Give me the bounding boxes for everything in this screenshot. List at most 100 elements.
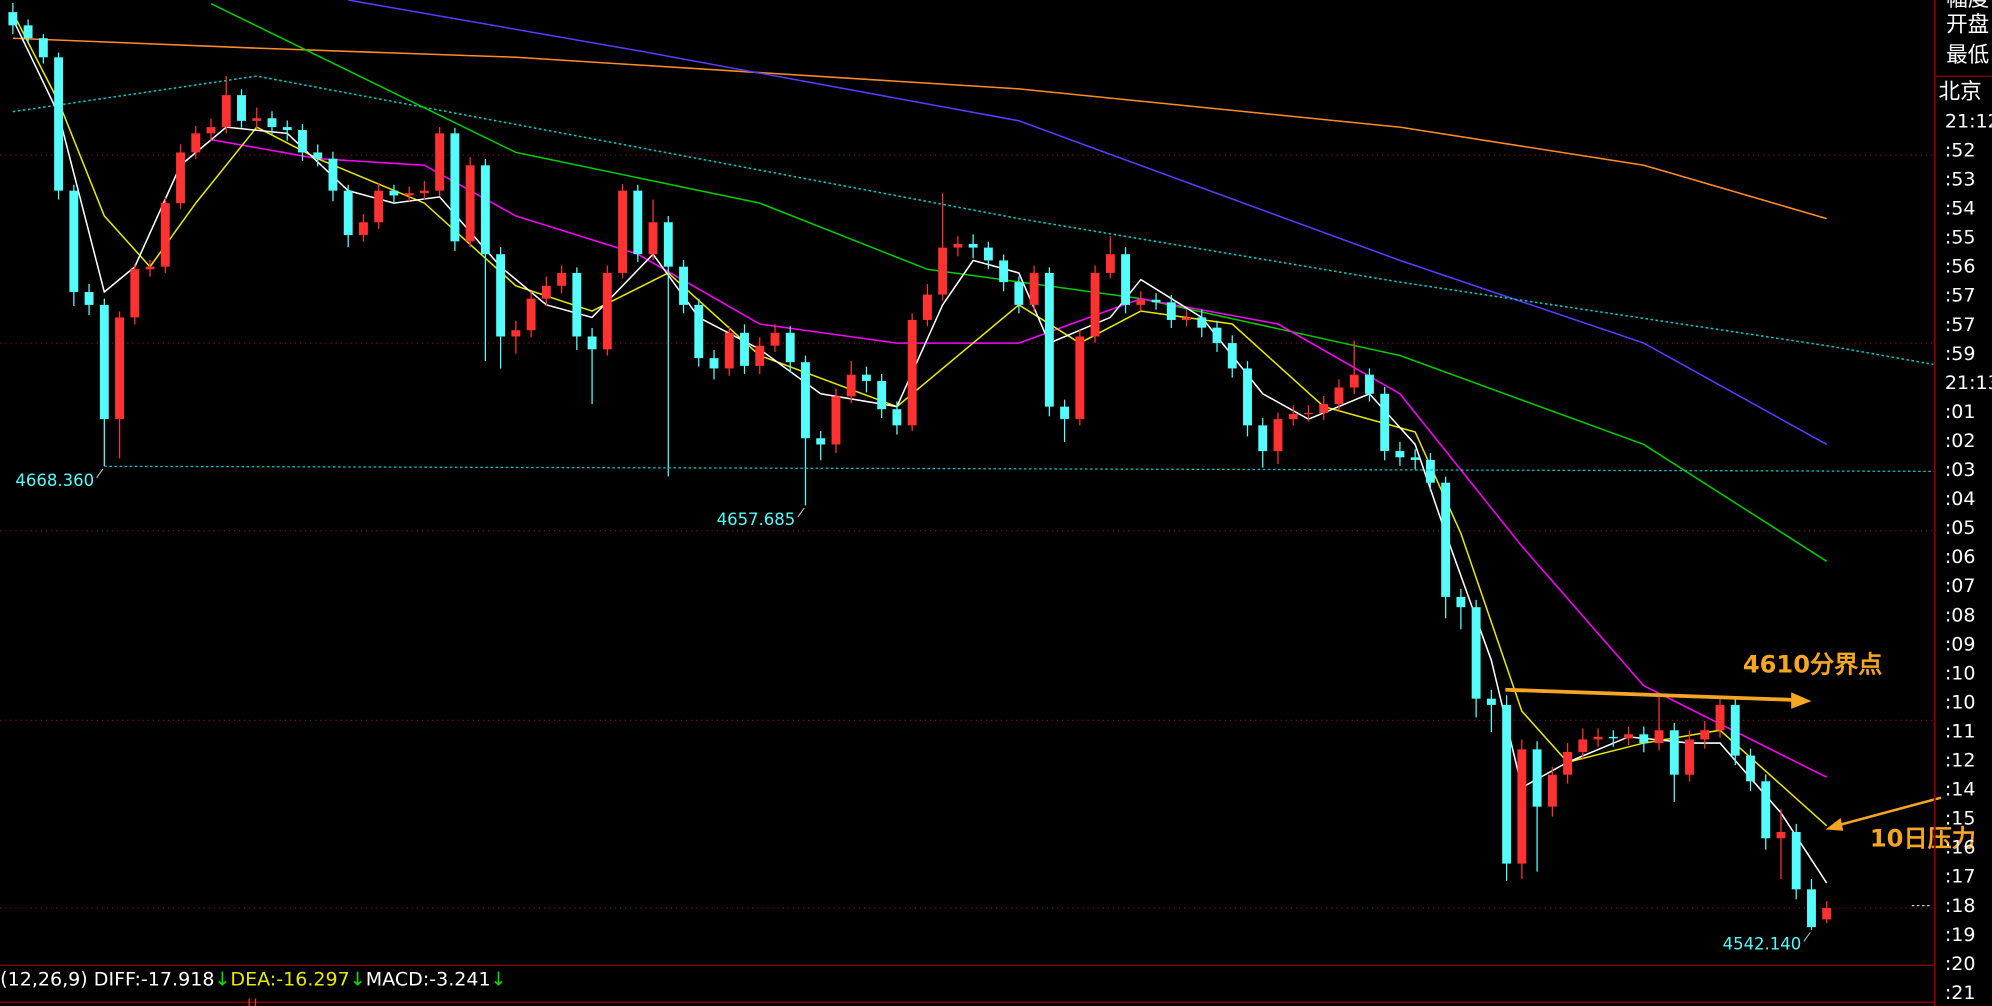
- candle-body: [69, 190, 79, 293]
- macd-arrow: ↓: [350, 968, 366, 990]
- arrow-head: [1825, 818, 1844, 831]
- side-time: :04: [1945, 488, 1976, 510]
- candle-body: [1578, 739, 1588, 752]
- candle-body: [816, 438, 826, 445]
- low-pointer: [1803, 932, 1811, 942]
- candle-body: [1014, 282, 1024, 305]
- annotation: 10日压力: [1870, 825, 1976, 853]
- arrow: [1836, 796, 1942, 827]
- side-time: 21:12: [1945, 110, 1992, 132]
- candle-body: [1456, 596, 1466, 608]
- candle-body: [618, 190, 628, 273]
- side-time: :57: [1945, 285, 1976, 307]
- candle-body: [298, 130, 307, 153]
- candle-body: [252, 118, 262, 121]
- side-time: :54: [1945, 198, 1976, 220]
- side-time: :11: [1945, 720, 1976, 742]
- candle-body: [1197, 317, 1207, 328]
- candle-body: [648, 222, 658, 255]
- candle-body: [1761, 781, 1771, 839]
- arrow: [1505, 687, 1794, 702]
- candle-body: [38, 38, 48, 58]
- side-time: :17: [1945, 866, 1976, 888]
- candle-body: [99, 304, 109, 420]
- candle-body: [1639, 734, 1649, 744]
- candle-body: [1212, 327, 1222, 344]
- side-time: :10: [1945, 691, 1976, 713]
- candle-body: [587, 336, 597, 350]
- candle-body: [1700, 730, 1710, 740]
- annotations: 4610分界点 10日压力 4668.360 4657.685 4542.140: [15, 465, 1976, 954]
- candle-body: [1822, 908, 1832, 920]
- candle-body: [1685, 739, 1694, 775]
- candle-body: [1288, 413, 1298, 420]
- candle-body: [1060, 406, 1070, 420]
- candle-body: [23, 25, 33, 39]
- candle-body: [1258, 425, 1268, 452]
- candle-body: [1608, 736, 1618, 739]
- low-label: 4657.685: [717, 510, 796, 529]
- candle-body: [450, 133, 460, 242]
- low-label: 4542.140: [1723, 935, 1802, 954]
- side-time: 21:13: [1945, 372, 1992, 394]
- macd-diff: DIFF:-17.918: [94, 968, 215, 990]
- side-time: :59: [1945, 343, 1976, 365]
- candle-body: [435, 133, 445, 191]
- candle-body: [358, 222, 368, 236]
- arrow-head: [1791, 692, 1812, 709]
- side-label: 最低: [1946, 43, 1989, 68]
- candle-body: [526, 298, 536, 331]
- candle-body: [557, 272, 567, 286]
- low-label: 4668.360: [15, 471, 94, 490]
- candle-body: [130, 269, 140, 318]
- candle-body: [1349, 374, 1359, 388]
- candle-body: [1532, 749, 1542, 807]
- side-time: :19: [1945, 924, 1976, 946]
- side-panel: 幅度开盘最低北京 21:12:52:53:54:55:56:57:57:59 21:…: [1938, 0, 1992, 1004]
- annotation: 4610分界点: [1743, 651, 1883, 679]
- side-time: :02: [1945, 430, 1976, 452]
- side-time: :05: [1945, 517, 1976, 539]
- candle-body: [679, 266, 688, 305]
- candle-body: [1166, 302, 1176, 320]
- candle-body: [831, 396, 841, 445]
- candle-body: [633, 190, 643, 255]
- macd-arrow: ↓: [491, 968, 507, 990]
- macd-legend: (12,26,9) DIFF:-17.918↓DEA:-16.297↓MACD:…: [0, 968, 506, 990]
- candle-body: [1227, 343, 1237, 369]
- candle-body: [1075, 336, 1085, 420]
- ma-line: [12, 37, 1827, 220]
- side-time: :57: [1945, 314, 1976, 336]
- candle-body: [755, 345, 765, 366]
- candle-body: [740, 332, 749, 366]
- side-time: :14: [1945, 779, 1976, 801]
- candle-body: [1425, 459, 1435, 483]
- candle-body: [602, 272, 612, 350]
- candle-body: [1486, 698, 1496, 705]
- candle-body: [328, 158, 338, 191]
- candle-body: [1791, 832, 1801, 890]
- side-time: :21: [1945, 982, 1976, 1004]
- side-time: :09: [1945, 633, 1976, 655]
- candle-body: [1395, 451, 1405, 458]
- candle-body: [709, 358, 719, 369]
- candle-body: [374, 190, 384, 223]
- candle-body: [511, 330, 521, 337]
- macd-value: MACD:-3.241: [366, 968, 491, 990]
- candle-body: [191, 133, 201, 153]
- candle-body: [1334, 387, 1344, 405]
- candle-body: [1319, 404, 1329, 413]
- candle-body: [983, 247, 993, 261]
- candle-body: [1746, 755, 1755, 782]
- side-time: :12: [1945, 750, 1976, 772]
- side-time: :07: [1945, 575, 1976, 597]
- candle-body: [1380, 393, 1390, 452]
- candle-body: [1502, 704, 1512, 864]
- candle-body: [938, 247, 948, 295]
- candle-body: [1243, 368, 1252, 426]
- candle-body: [968, 243, 978, 248]
- candle-body: [115, 317, 125, 420]
- candle-body: [846, 374, 856, 397]
